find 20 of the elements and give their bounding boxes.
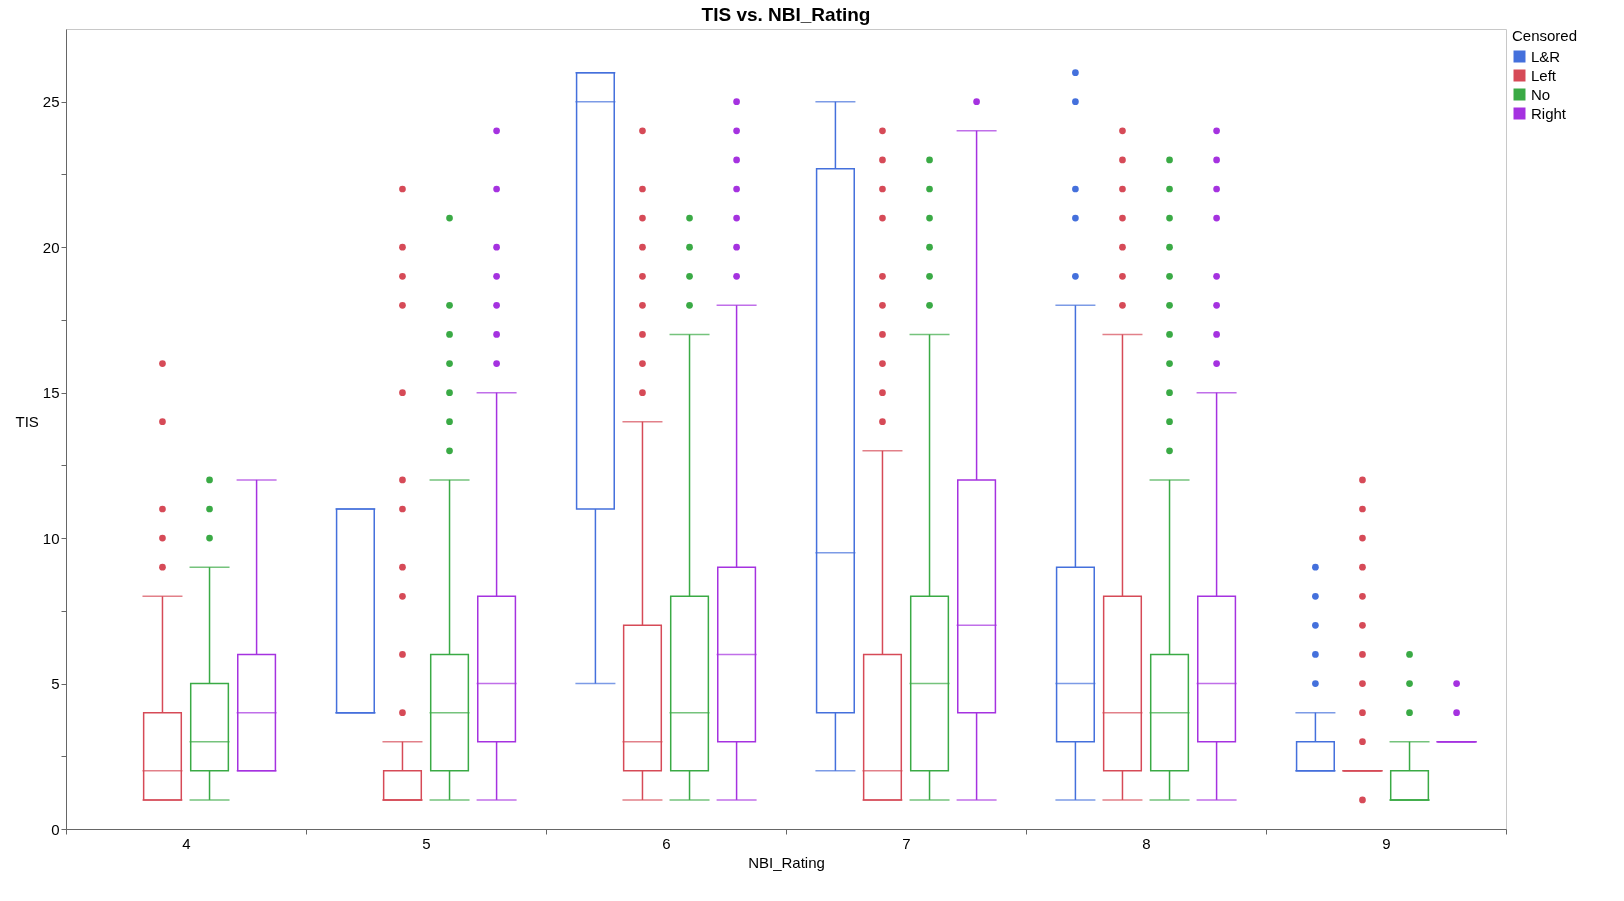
x-axis-title: NBI_Rating — [748, 853, 825, 871]
y-tick-label: 0 — [51, 820, 60, 838]
x-tick-label: 4 — [182, 834, 191, 852]
legend-title: Censored — [1512, 27, 1578, 44]
y-tick-label: 5 — [51, 675, 60, 693]
x-tick-label: 7 — [902, 834, 911, 852]
y-tick-label: 20 — [42, 238, 60, 256]
legend-label: Left — [1531, 66, 1557, 84]
y-tick-label: 15 — [42, 384, 60, 402]
legend-label: No — [1531, 85, 1551, 103]
x-tick-label: 5 — [422, 834, 431, 852]
x-tick-label: 6 — [662, 834, 671, 852]
x-tick-label: 9 — [1382, 834, 1391, 852]
y-tick-label: 10 — [42, 529, 60, 547]
chart-title: TIS vs. NBI_Rating — [701, 4, 871, 25]
legend-label: Right — [1531, 104, 1567, 122]
legend-label: L&R — [1531, 47, 1561, 65]
y-tick-label: 25 — [42, 93, 60, 111]
y-axis-title: TIS — [15, 412, 39, 430]
x-tick-label: 8 — [1142, 834, 1151, 852]
